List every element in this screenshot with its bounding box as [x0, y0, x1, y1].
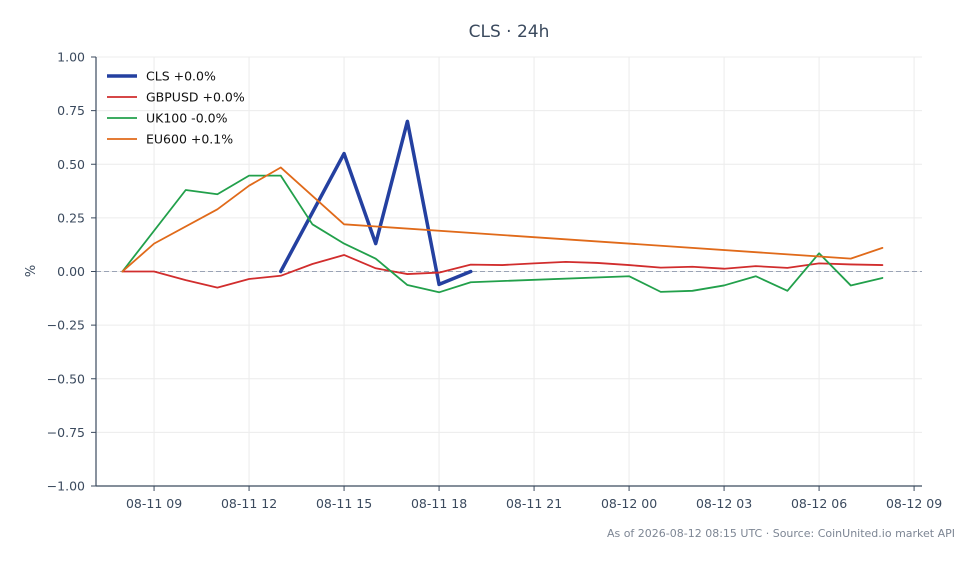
legend: CLS +0.0% GBPUSD +0.0% UK100 -0.0% EU600 +0…	[107, 69, 245, 147]
y-tick-label: −0.75	[47, 425, 85, 440]
series-line-gbpusd	[121, 254, 884, 289]
axes: 1.00 0.75 0.50 0.25 0.00 −0.25 −0.50 −0.75 −1.00…	[47, 50, 943, 512]
x-tick-label: 08-11 15	[316, 496, 372, 511]
legend-label: CLS +0.0%	[146, 69, 216, 84]
x-tick-label: 08-12 09	[886, 496, 942, 511]
legend-label: EU600 +0.1%	[146, 132, 233, 147]
y-axis-label: %	[24, 265, 39, 277]
legend-label: GBPUSD +0.0%	[146, 90, 245, 105]
y-tick-label: 1.00	[57, 50, 85, 65]
series-line-eu600	[121, 166, 884, 273]
chart-title: CLS · 24h	[469, 22, 550, 42]
y-tick-label: −0.50	[47, 371, 85, 386]
y-tick-label: 0.50	[57, 157, 85, 172]
x-tick-label: 08-12 00	[601, 496, 657, 511]
series-line-uk100	[121, 174, 884, 294]
y-tick-label: 0.75	[57, 103, 85, 118]
y-tick-label: −0.25	[47, 318, 85, 333]
x-tick-label: 08-11 09	[126, 496, 182, 511]
series-line-cls	[278, 119, 473, 287]
x-tick-label: 08-11 12	[221, 496, 277, 511]
x-tick-label: 08-12 06	[791, 496, 847, 511]
legend-label: UK100 -0.0%	[146, 111, 228, 126]
y-tick-label: −1.00	[47, 479, 85, 494]
x-tick-label: 08-11 21	[506, 496, 562, 511]
footer-source: As of 2026-08-12 08:15 UTC · Source: Coi…	[607, 527, 955, 540]
series-layer	[121, 119, 884, 294]
y-tick-label: 0.00	[57, 264, 85, 279]
x-tick-label: 08-12 03	[696, 496, 752, 511]
x-tick-label: 08-11 18	[411, 496, 467, 511]
y-tick-label: 0.25	[57, 210, 85, 225]
